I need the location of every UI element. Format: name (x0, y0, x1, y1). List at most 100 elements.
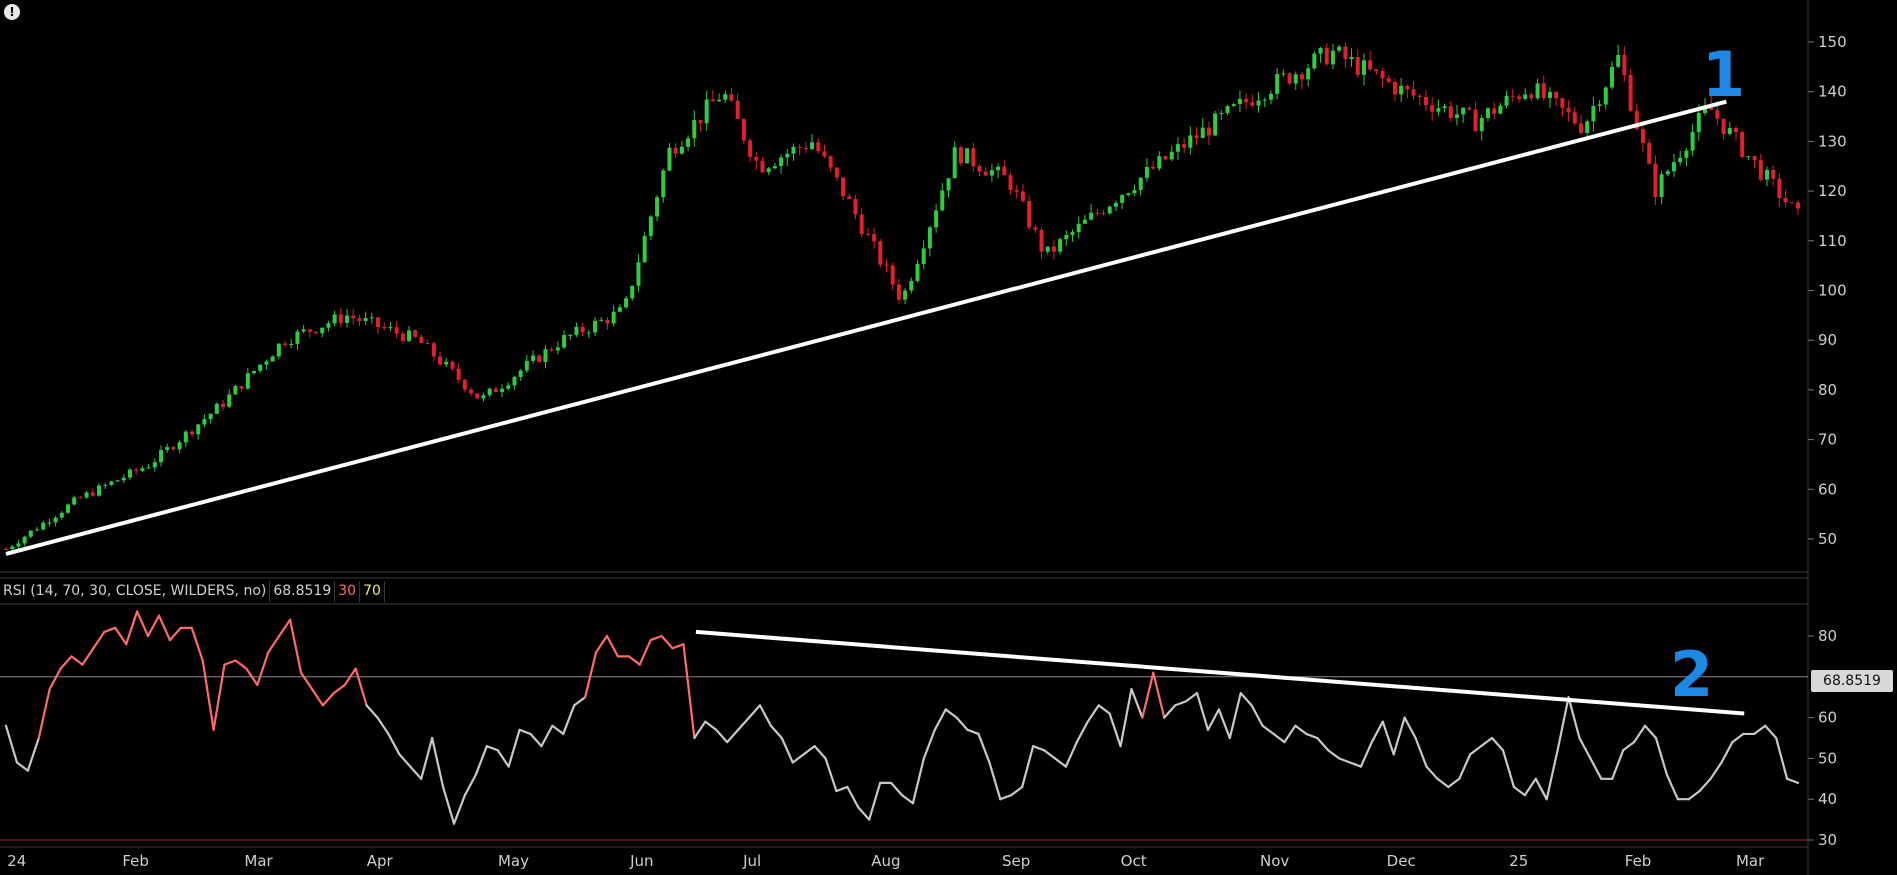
rsi-line-segment (1359, 740, 1373, 768)
candle-body (915, 263, 920, 281)
candle-body (1411, 89, 1416, 96)
candle-body (419, 336, 424, 343)
candle-body (413, 330, 418, 337)
candle-body (1678, 157, 1683, 163)
candle-body (326, 323, 331, 328)
candle-body (717, 99, 722, 102)
candle-body (940, 190, 945, 211)
candle-body (1485, 108, 1490, 119)
candle-body (1275, 73, 1280, 94)
candle-body (1473, 109, 1478, 132)
candle-body (146, 467, 151, 469)
candle-body (878, 241, 883, 265)
candle-body (289, 343, 294, 345)
rsi-line-segment (1097, 704, 1111, 715)
candle-body (1206, 127, 1211, 136)
rsi-line-segment (638, 638, 652, 666)
rsi-line-segment (1163, 704, 1177, 719)
candle-body (630, 285, 635, 299)
candle-body (735, 100, 740, 120)
rsi-line-segment (1425, 765, 1439, 780)
candle-body (1430, 105, 1435, 112)
candle-body (1089, 212, 1094, 220)
candle-body (1399, 85, 1404, 95)
rsi-axis-tick-label: 50 (1818, 749, 1837, 767)
rsi-legend: RSI (14, 70, 30, CLOSE, WILDERS, no) 68.… (0, 580, 385, 603)
candle-body (171, 447, 176, 450)
candle-body (890, 265, 895, 285)
candle-body (1386, 78, 1391, 82)
rsi-line-segment (1152, 671, 1166, 719)
rsi-line-segment (562, 704, 576, 736)
candle-body (779, 157, 784, 167)
candle-body (562, 335, 567, 348)
candle-body (276, 343, 281, 357)
candle-body (785, 153, 790, 158)
candle-body (1796, 202, 1800, 209)
candle-body (1622, 54, 1627, 76)
candle-body (103, 484, 108, 486)
rsi-line-segment (1305, 732, 1319, 740)
candle-body (834, 167, 839, 178)
rsi-line-segment (780, 736, 794, 764)
candle-body (264, 361, 269, 365)
candle-body (332, 314, 337, 324)
candle-body (159, 450, 164, 463)
rsi-line-segment (190, 626, 204, 662)
rsi-line-segment (1654, 736, 1668, 776)
candle-body (121, 477, 126, 481)
rsi-line-segment (310, 687, 324, 707)
candle-body (4, 548, 8, 550)
rsi-axis: 30 40 50 60 80 (1808, 627, 1837, 849)
candle-body (853, 199, 858, 215)
rsi-line-segment (922, 728, 936, 760)
rsi-line-segment (1250, 704, 1264, 727)
rsi-axis-tick-label: 40 (1818, 790, 1837, 808)
candle-body (791, 146, 796, 154)
candle-body (1721, 118, 1726, 135)
candle-body (1709, 105, 1714, 110)
candle-body (1392, 81, 1397, 95)
candle-body (673, 147, 678, 154)
candle-body (766, 168, 771, 173)
rsi-line-segment (758, 704, 772, 727)
candle-body (524, 360, 529, 371)
candle-body (400, 333, 405, 341)
time-axis-label: 25 (1509, 852, 1528, 870)
candle-body (983, 171, 988, 176)
annotation-marker-1: 1 (1702, 38, 1746, 111)
candle-body (1492, 108, 1497, 114)
candle-body (444, 361, 449, 365)
candle-body (1250, 102, 1255, 106)
candle-body (1256, 100, 1261, 106)
candle-body (642, 235, 647, 263)
price-axis-tick-label: 110 (1818, 232, 1847, 250)
candle-body (431, 343, 436, 357)
alert-icon[interactable]: ! (4, 4, 20, 20)
rsi-line-segment (1775, 736, 1789, 780)
rsi-line-segment (1075, 720, 1089, 744)
rsi-line-segment (1556, 696, 1570, 752)
candle-body (692, 119, 697, 139)
candle-body (1082, 219, 1087, 224)
candle-body (958, 147, 963, 164)
candle-body (1008, 175, 1013, 190)
rsi-line-segment (1611, 749, 1625, 780)
candle-body (1690, 131, 1695, 151)
candle-body (599, 319, 604, 321)
candle-body (1101, 213, 1106, 215)
price-axis-tick-label: 50 (1818, 530, 1837, 548)
candle-body (407, 330, 412, 341)
candle-body (369, 317, 374, 319)
candle-body (710, 99, 715, 102)
rsi-line-segment (1545, 749, 1559, 801)
price-axis-tick-label: 60 (1818, 480, 1837, 498)
candle-body (1541, 83, 1546, 99)
candle-body (1380, 71, 1385, 79)
candle-body (946, 178, 951, 191)
candle-body (84, 492, 89, 498)
candle-body (1138, 177, 1143, 191)
rsi-line-segment (223, 659, 237, 666)
candle-body (1182, 144, 1187, 148)
